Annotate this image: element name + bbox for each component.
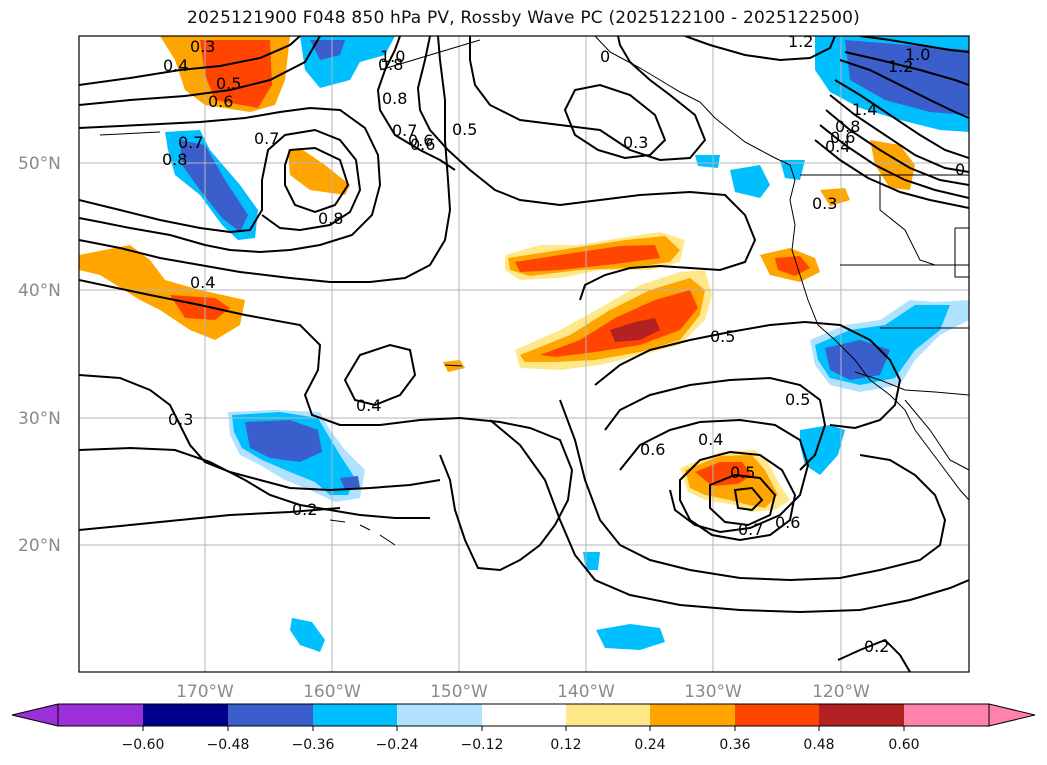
colorbar-tick: −0.36 [292, 737, 335, 753]
colorbar-segment [313, 704, 397, 726]
colorbar-tick: 0.36 [719, 737, 750, 753]
contour-label: 0.3 [168, 410, 193, 429]
contour-label: 0.6 [830, 128, 855, 147]
colorbar-tick: 0.48 [803, 737, 834, 753]
map-frame [78, 35, 970, 673]
lon-label: 160°W [303, 682, 361, 702]
colorbar-segment [566, 704, 650, 726]
longitude-labels: 170°W 160°W 150°W 140°W 130°W 120°W [176, 682, 870, 702]
contour-label: 0.6 [408, 131, 433, 150]
contour-label: 0.8 [318, 209, 343, 228]
contour-label: 0.4 [356, 396, 381, 415]
contour-label: 0.7 [392, 121, 417, 140]
lon-label: 120°W [812, 682, 870, 702]
contour-label: 0.4 [190, 273, 215, 292]
contour-label: 0.4 [825, 137, 850, 156]
contour-label: 0.4 [163, 56, 188, 75]
contour-label: 1.0 [905, 45, 930, 64]
contour-label: 0.5 [730, 463, 755, 482]
contour-label: 1.4 [852, 100, 877, 119]
colorbar-segment [819, 704, 904, 726]
contour-label: 0.3 [190, 37, 215, 56]
lat-label: 50°N [18, 154, 61, 174]
colorbar-tick: −0.24 [376, 737, 419, 753]
colorbar-segment [143, 704, 228, 726]
colorbar-segment [58, 704, 143, 726]
contour-label: 0.6 [208, 92, 233, 111]
contour-label: 0.7 [178, 133, 203, 152]
lon-label: 130°W [684, 682, 742, 702]
colorbar-tick: −0.12 [461, 737, 504, 753]
colorbar-segment [735, 704, 819, 726]
contour-label: 1.2 [888, 57, 913, 76]
colorbar-tick: 0.60 [888, 737, 919, 753]
contour-label: 1.0 [380, 47, 405, 66]
colorbar: −0.60 −0.48 −0.36 −0.24 −0.12 0.12 0.24 … [11, 703, 1036, 753]
colorbar-segment [650, 704, 735, 726]
contour-label: 0.7 [254, 129, 279, 148]
pv-contours [79, 36, 969, 672]
lon-label: 150°W [430, 682, 488, 702]
contour-label: 0.2 [864, 637, 889, 656]
contour-label: 0.5 [452, 120, 477, 139]
colorbar-tick: −0.60 [122, 737, 165, 753]
contour-label: 0.8 [378, 55, 403, 74]
contour-label: 1.2 [788, 32, 813, 51]
contour-label: 0 [955, 160, 965, 179]
coastlines [99, 36, 969, 546]
contour-label: 0.4 [698, 430, 723, 449]
contour-label: 0.6 [775, 513, 800, 532]
colorbar-tick: 0.24 [634, 737, 665, 753]
contour-labels: 0.3 0.4 0.5 0.6 0.7 0.8 0.7 0.8 0.8 0.6 … [162, 32, 965, 656]
contour-label: 0.2 [292, 500, 317, 519]
contour-label: 0.3 [623, 133, 648, 152]
lon-label: 170°W [176, 682, 234, 702]
map-title: 2025121900 F048 850 hPa PV, Rossby Wave … [187, 8, 860, 28]
colorbar-extend-left [11, 703, 59, 727]
contour-label: 0.8 [382, 89, 407, 108]
colorbar-segment [904, 704, 989, 726]
positive-anomaly-48n [288, 148, 350, 195]
contour-label: 0.7 [738, 520, 763, 539]
contour-label: 0.5 [216, 74, 241, 93]
contour-label: 0.8 [162, 150, 187, 169]
contour-label: 0.3 [812, 194, 837, 213]
contour-label: 0.8 [835, 117, 860, 136]
colorbar-segment [482, 704, 566, 726]
contour-label: 0.6 [640, 440, 665, 459]
colorbar-extend-right [988, 703, 1036, 727]
latitude-labels: 50°N 40°N 30°N 20°N [18, 154, 61, 556]
lat-label: 30°N [18, 409, 61, 429]
colorbar-segment [397, 704, 482, 726]
lon-label: 140°W [557, 682, 615, 702]
contour-label: 0.5 [710, 327, 735, 346]
lat-label: 20°N [18, 536, 61, 556]
contour-label: 0.5 [785, 390, 810, 409]
colorbar-tick: −0.48 [207, 737, 250, 753]
colorbar-segment [228, 704, 313, 726]
lat-label: 40°N [18, 281, 61, 301]
colorbar-tick: 0.12 [550, 737, 581, 753]
contour-label: 0.6 [410, 135, 435, 154]
graticule [79, 36, 969, 672]
contour-label: 0 [600, 47, 610, 66]
